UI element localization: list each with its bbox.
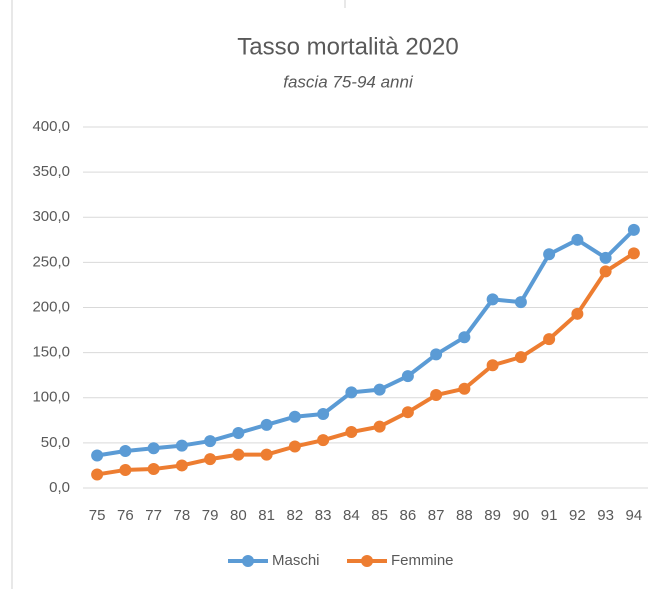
point <box>317 407 330 420</box>
point <box>514 351 527 364</box>
point <box>119 463 132 476</box>
point <box>175 459 188 472</box>
x-tick-label: 75 <box>89 507 106 524</box>
point <box>373 383 386 396</box>
x-tick-label: 91 <box>541 507 558 524</box>
y-tick-label: 200,0 <box>32 298 70 315</box>
x-tick-label: 92 <box>569 507 586 524</box>
y-tick-label: 0,0 <box>49 479 70 496</box>
point <box>599 265 612 278</box>
y-tick-label: 250,0 <box>32 253 70 270</box>
point <box>571 233 584 246</box>
point <box>288 440 301 453</box>
legend-marker <box>361 555 373 567</box>
x-tick-label: 78 <box>174 507 191 524</box>
point <box>232 448 245 461</box>
point <box>486 359 499 372</box>
y-tick-label: 350,0 <box>32 163 70 180</box>
point <box>260 418 273 431</box>
y-tick-label: 100,0 <box>32 389 70 406</box>
point <box>175 439 188 452</box>
legend-label: Maschi <box>272 552 320 569</box>
point <box>345 426 358 439</box>
point <box>486 293 499 306</box>
x-tick-label: 85 <box>371 507 388 524</box>
point <box>288 410 301 423</box>
x-tick-label: 79 <box>202 507 219 524</box>
point <box>373 420 386 433</box>
point <box>260 448 273 461</box>
point <box>232 426 245 439</box>
legend-label: Femmine <box>391 552 454 569</box>
point <box>204 453 217 466</box>
point <box>599 251 612 264</box>
x-tick-label: 90 <box>513 507 530 524</box>
point <box>458 331 471 344</box>
point <box>317 434 330 447</box>
x-tick-label: 83 <box>315 507 332 524</box>
x-tick-label: 94 <box>626 507 643 524</box>
x-tick-label: 88 <box>456 507 473 524</box>
point <box>345 386 358 399</box>
point <box>543 248 556 261</box>
point <box>147 442 160 455</box>
x-tick-label: 77 <box>145 507 162 524</box>
x-tick-label: 76 <box>117 507 134 524</box>
y-tick-label: 300,0 <box>32 208 70 225</box>
point <box>119 444 132 457</box>
point <box>430 389 443 402</box>
point <box>401 370 414 383</box>
x-tick-label: 84 <box>343 507 360 524</box>
chart-title: Tasso mortalità 2020 <box>237 33 458 60</box>
x-tick-label: 87 <box>428 507 445 524</box>
point <box>91 468 104 481</box>
x-tick-label: 80 <box>230 507 247 524</box>
legend-marker <box>242 555 254 567</box>
point <box>430 348 443 361</box>
y-tick-label: 150,0 <box>32 344 70 361</box>
point <box>91 449 104 462</box>
point <box>458 382 471 395</box>
y-tick-label: 400,0 <box>32 118 70 135</box>
point <box>543 333 556 346</box>
x-tick-label: 81 <box>258 507 275 524</box>
point <box>147 463 160 476</box>
point <box>514 296 527 309</box>
chart-subtitle: fascia 75-94 anni <box>283 72 414 91</box>
point <box>401 406 414 419</box>
point <box>571 307 584 320</box>
x-tick-label: 89 <box>484 507 501 524</box>
point <box>204 435 217 448</box>
x-tick-label: 82 <box>287 507 304 524</box>
x-tick-label: 86 <box>400 507 417 524</box>
y-tick-label: 50,0 <box>41 434 70 451</box>
point <box>627 247 640 260</box>
point <box>627 223 640 236</box>
x-tick-label: 93 <box>597 507 614 524</box>
